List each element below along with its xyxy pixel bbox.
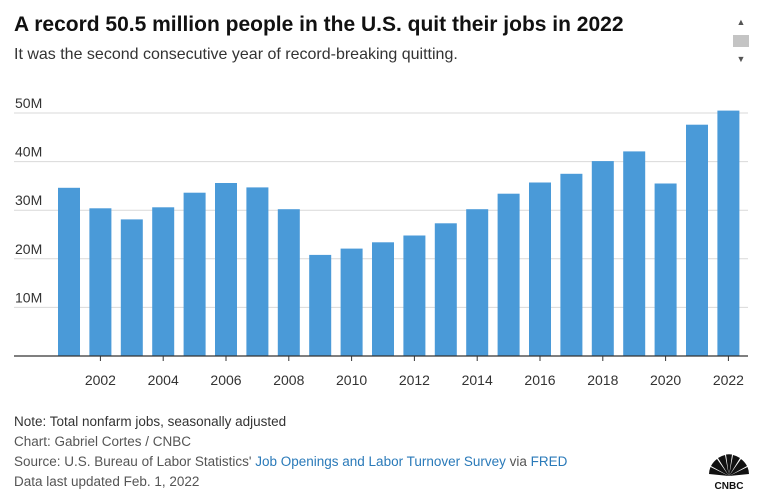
scroll-up-icon[interactable]: ▲: [736, 17, 746, 27]
cnbc-peacock-logo: CNBC: [709, 454, 749, 492]
bar-2005: [183, 192, 206, 356]
y-tick-label: 10M: [15, 289, 42, 305]
bar-2019: [623, 151, 646, 356]
footnotes: Note: Total nonfarm jobs, seasonally adj…: [14, 412, 674, 492]
x-tick-label: 2006: [210, 372, 241, 388]
x-tick-labels: 2002 2004 2006 2008 2010 2012 2014 2016 2018 2020…: [85, 356, 744, 388]
bar-2013: [434, 223, 457, 356]
x-tick-label: 2012: [399, 372, 430, 388]
bar-2021: [686, 124, 708, 356]
y-tick-label: 30M: [15, 192, 42, 208]
svg-text:CNBC: CNBC: [715, 481, 744, 492]
y-tick-label: 20M: [15, 241, 42, 257]
bar-2008: [277, 209, 300, 356]
last-updated: Data last updated Feb. 1, 2022: [14, 474, 200, 489]
chart-title: A record 50.5 million people in the U.S.…: [14, 13, 624, 36]
note-text: Note: Total nonfarm jobs, seasonally adj…: [14, 414, 287, 429]
source-via: via: [509, 454, 527, 469]
bars: [58, 110, 740, 357]
bar-2004: [152, 207, 175, 356]
bar-2006: [215, 183, 237, 356]
bar-2020: [654, 183, 677, 356]
scroll-control[interactable]: ▲ ▼: [731, 16, 751, 66]
chart-subtitle: It was the second consecutive year of re…: [14, 46, 458, 63]
bar-2009: [309, 254, 332, 356]
bar-2014: [466, 209, 489, 356]
chart-credit: Chart: Gabriel Cortes / CNBC: [14, 434, 192, 449]
x-tick-label: 2022: [713, 372, 744, 388]
x-tick-label: 2002: [85, 372, 116, 388]
x-tick-label: 2016: [524, 372, 555, 388]
scroll-thumb[interactable]: [733, 35, 749, 47]
bar-2017: [560, 173, 583, 357]
bar-2015: [497, 193, 520, 356]
source-prefix: Source: U.S. Bureau of Labor Statistics': [14, 454, 252, 469]
fred-link[interactable]: FRED: [530, 454, 568, 469]
source-line: Source: U.S. Bureau of Labor Statistics'…: [14, 452, 674, 472]
bar-2007: [246, 187, 269, 356]
bar-chart: 10M 20M 30M 40M 50M 2002 2004 2006 2008 2010 2012…: [14, 95, 748, 388]
bar-2003: [120, 219, 143, 356]
x-tick-label: 2004: [148, 372, 179, 388]
bar-2010: [340, 248, 363, 356]
bar-2018: [591, 161, 614, 356]
bar-2022: [717, 110, 740, 356]
bar-2011: [372, 242, 394, 356]
x-tick-label: 2018: [587, 372, 618, 388]
bar-2016: [529, 182, 551, 356]
bar-2001: [58, 187, 80, 356]
x-tick-label: 2010: [336, 372, 367, 388]
bar-2012: [403, 235, 426, 356]
x-tick-label: 2008: [273, 372, 304, 388]
scroll-down-icon[interactable]: ▼: [736, 54, 746, 64]
x-tick-label: 2014: [462, 372, 493, 388]
x-tick-label: 2020: [650, 372, 681, 388]
bar-2002: [89, 208, 112, 356]
jolts-link[interactable]: Job Openings and Labor Turnover Survey: [255, 454, 506, 469]
y-tick-label: 40M: [15, 144, 42, 160]
y-tick-labels: 10M 20M 30M 40M 50M: [15, 95, 42, 305]
y-tick-label: 50M: [15, 95, 42, 111]
